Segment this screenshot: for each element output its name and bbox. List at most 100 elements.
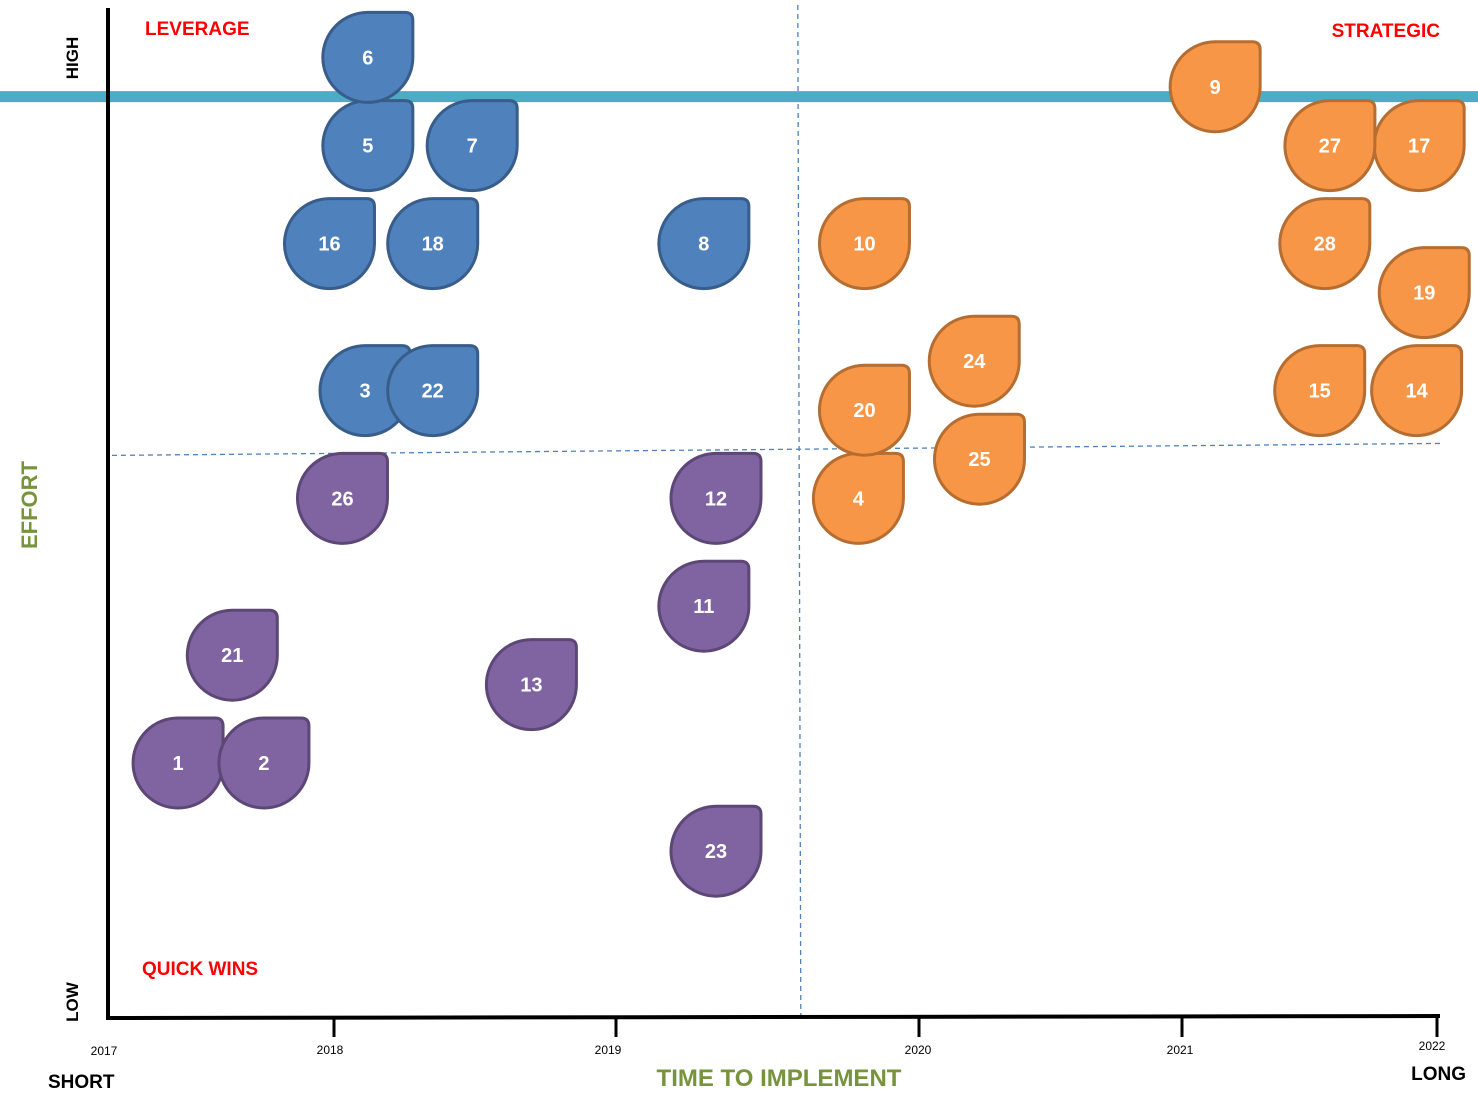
- point-marker-14: [1370, 344, 1464, 438]
- point-marker-26: [295, 451, 389, 545]
- point-4: 4: [811, 451, 905, 545]
- point-20: 20: [817, 363, 911, 457]
- x-axis-title: TIME TO IMPLEMENT: [657, 1065, 902, 1092]
- x-tick-label-2021: 2021: [1167, 1043, 1194, 1057]
- axes: 2017 2018 2019 2020 2021 2022: [91, 8, 1446, 1058]
- point-marker-27: [1283, 99, 1377, 193]
- point-marker-2: [217, 716, 311, 810]
- point-27: 27: [1283, 99, 1377, 193]
- point-label-8: 8: [698, 234, 709, 256]
- point-14: 14: [1370, 344, 1464, 438]
- point-2: 2: [217, 716, 311, 810]
- point-label-17: 17: [1408, 136, 1430, 158]
- point-10: 10: [817, 197, 911, 291]
- point-label-25: 25: [968, 449, 990, 471]
- point-marker-4: [811, 451, 905, 545]
- point-7: 7: [425, 99, 519, 193]
- point-label-16: 16: [318, 234, 340, 256]
- point-28: 28: [1278, 197, 1372, 291]
- x-tick-label-2019: 2019: [595, 1043, 622, 1057]
- point-marker-18: [386, 197, 480, 291]
- point-marker-19: [1377, 246, 1471, 340]
- point-marker-11: [657, 559, 751, 653]
- point-15: 15: [1273, 344, 1367, 438]
- x-tick-label-2020: 2020: [905, 1043, 932, 1057]
- point-label-12: 12: [705, 488, 727, 510]
- point-1: 1: [131, 716, 225, 810]
- y-end-label-high: HIGH: [63, 37, 82, 80]
- point-label-2: 2: [258, 753, 269, 775]
- point-marker-12: [669, 451, 763, 545]
- point-label-10: 10: [853, 234, 875, 256]
- point-label-4: 4: [853, 488, 865, 510]
- point-label-20: 20: [853, 400, 875, 422]
- point-marker-5: [321, 99, 415, 193]
- point-marker-28: [1278, 197, 1372, 291]
- point-label-1: 1: [172, 753, 183, 775]
- point-label-28: 28: [1314, 234, 1336, 256]
- point-marker-1: [131, 716, 225, 810]
- point-21: 21: [185, 608, 279, 702]
- point-5: 5: [321, 99, 415, 193]
- point-label-9: 9: [1210, 77, 1221, 99]
- point-label-19: 19: [1413, 283, 1435, 305]
- point-22: 22: [386, 344, 480, 438]
- point-8: 8: [657, 197, 751, 291]
- point-marker-8: [657, 197, 751, 291]
- point-marker-22: [386, 344, 480, 438]
- x-tick-label-2017: 2017: [91, 1044, 118, 1058]
- point-marker-9: [1168, 40, 1262, 134]
- point-19: 19: [1377, 246, 1471, 340]
- point-label-5: 5: [362, 136, 373, 158]
- point-label-14: 14: [1405, 381, 1428, 403]
- point-16: 16: [283, 197, 376, 291]
- point-marker-16: [283, 197, 376, 291]
- x-tick-label-2018: 2018: [317, 1043, 344, 1057]
- point-marker-7: [425, 99, 519, 193]
- y-end-label-low: LOW: [63, 981, 82, 1022]
- x-tick-label-2022: 2022: [1419, 1039, 1446, 1053]
- point-label-27: 27: [1319, 136, 1341, 158]
- point-12: 12: [669, 451, 763, 545]
- data-points: 1 234567891011121314151617181920212223242…: [131, 10, 1471, 898]
- point-label-18: 18: [422, 234, 444, 256]
- point-3: 3: [318, 344, 412, 438]
- point-label-13: 13: [520, 675, 542, 697]
- point-label-23: 23: [705, 841, 727, 863]
- point-marker-23: [669, 804, 763, 898]
- point-6: 6: [321, 10, 415, 104]
- quadrant-label-leverage: LEVERAGE: [145, 19, 250, 40]
- point-label-11: 11: [693, 596, 714, 618]
- point-24: 24: [927, 314, 1021, 408]
- x-axis: [105, 1014, 1441, 1020]
- x-end-label-long: LONG: [1411, 1064, 1466, 1085]
- point-13: 13: [484, 638, 578, 732]
- point-marker-3: [318, 344, 412, 438]
- point-marker-21: [185, 608, 279, 702]
- quadrant-label-strategic: STRATEGIC: [1332, 21, 1441, 42]
- horizontal-divider: [111, 442, 1443, 457]
- point-marker-13: [484, 638, 578, 732]
- point-label-3: 3: [359, 381, 370, 403]
- point-9: 9: [1168, 40, 1262, 134]
- point-17: 17: [1372, 99, 1466, 193]
- point-label-21: 21: [221, 645, 243, 667]
- x-end-label-short: SHORT: [48, 1072, 115, 1093]
- point-label-26: 26: [331, 488, 353, 510]
- point-11: 11: [657, 559, 751, 653]
- point-marker-20: [817, 363, 911, 457]
- point-label-7: 7: [467, 136, 478, 158]
- point-marker-25: [933, 412, 1026, 506]
- point-23: 23: [669, 804, 763, 898]
- point-marker-10: [817, 197, 911, 291]
- quadrant-label-quick-wins: QUICK WINS: [142, 959, 258, 980]
- point-label-22: 22: [422, 381, 444, 403]
- point-18: 18: [386, 197, 480, 291]
- vertical-divider: [797, 4, 802, 1016]
- point-marker-15: [1273, 344, 1367, 438]
- point-marker-24: [927, 314, 1021, 408]
- point-label-15: 15: [1309, 381, 1331, 403]
- y-axis-title: EFFORT: [17, 460, 42, 549]
- point-25: 25: [933, 412, 1026, 506]
